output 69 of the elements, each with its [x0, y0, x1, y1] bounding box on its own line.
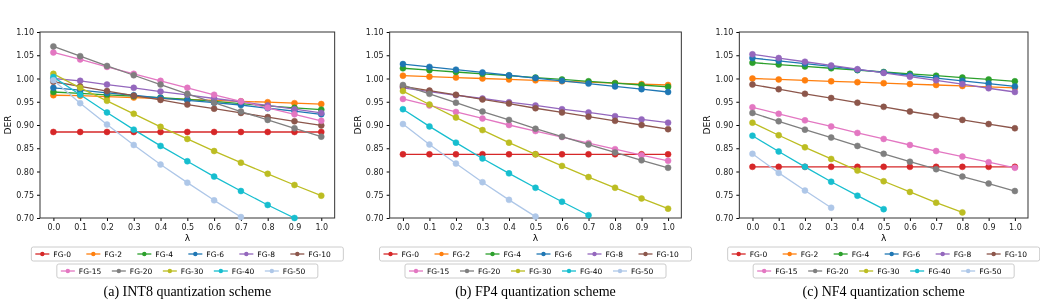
y-tick-label: 1.00: [365, 74, 384, 84]
x-tick-label: 0.2: [799, 222, 812, 232]
y-tick-label: 1.10: [365, 28, 384, 38]
y-tick-label: 0.95: [365, 97, 384, 107]
y-tick-label: 0.95: [16, 97, 34, 107]
y-tick-label: 1.00: [16, 74, 34, 84]
y-tick-label: 0.85: [365, 144, 384, 154]
x-tick-label: 0.0: [47, 222, 61, 232]
y-tick-label: 1.05: [16, 51, 34, 61]
y-tick-label: 0.70: [365, 214, 384, 224]
y-axis-title: DER: [3, 115, 13, 135]
x-tick-label: 0.9: [982, 222, 996, 232]
text: (c) NF4 quantization scheme: [802, 284, 965, 300]
x-tick-label: 0.9: [635, 222, 649, 232]
y-tick-label: 0.75: [16, 190, 34, 200]
x-tick-label: 0.5: [529, 222, 543, 232]
y-tick-label: 0.90: [365, 121, 384, 131]
y-tick-label: 1.05: [715, 51, 734, 61]
x-tick-label: 1.0: [315, 222, 329, 232]
y-axis-title: DER: [702, 115, 713, 135]
y-tick-label: 0.75: [715, 190, 734, 200]
y-tick-label: 0.80: [16, 167, 34, 177]
x-tick-label: 0.7: [930, 222, 944, 232]
x-tick-label: 0.8: [609, 222, 622, 232]
y-tick-label: 0.70: [16, 214, 34, 224]
x-tick-label: 0.5: [181, 222, 195, 232]
y-tick-label: 0.95: [715, 97, 734, 107]
x-tick-label: 0.6: [208, 222, 221, 232]
x-tick-label: 0.4: [503, 222, 516, 232]
y-tick-label: 0.90: [16, 121, 34, 131]
y-tick-label: 1.10: [715, 28, 734, 38]
x-tick-label: 0.8: [261, 222, 275, 232]
y-tick-label: 1.05: [365, 51, 384, 61]
text: (a) INT8 quantization scheme: [103, 284, 272, 300]
y-tick-label: 1.00: [715, 74, 734, 84]
y-tick-label: 0.85: [715, 144, 734, 154]
x-tick-label: 0.4: [851, 222, 865, 232]
y-tick-label: 0.75: [365, 190, 384, 200]
x-tick-label: 0.4: [154, 222, 168, 232]
x-tick-label: 0.2: [101, 222, 114, 232]
x-tick-label: 0.2: [450, 222, 463, 232]
x-axis-title: λ: [184, 233, 191, 243]
x-tick-label: 0.6: [904, 222, 917, 232]
x-tick-label: 0.7: [582, 222, 596, 232]
y-tick-label: 0.80: [365, 167, 384, 177]
y-tick-label: 0.90: [715, 121, 734, 131]
x-tick-label: 0.3: [476, 222, 490, 232]
x-tick-label: 0.1: [74, 222, 88, 232]
y-tick-label: 0.85: [16, 144, 34, 154]
text: (b) FP4 quantization scheme: [455, 284, 616, 300]
x-tick-label: 0.5: [877, 222, 891, 232]
x-axis-title: λ: [881, 233, 887, 243]
x-tick-label: 0.3: [825, 222, 839, 232]
x-tick-label: 0.0: [746, 222, 760, 232]
y-axis-title: DER: [352, 115, 363, 135]
x-tick-label: 0.6: [556, 222, 569, 232]
x-tick-label: 1.0: [1009, 222, 1022, 232]
x-tick-label: 0.8: [956, 222, 970, 232]
y-tick-label: 1.10: [16, 28, 34, 38]
x-tick-label: 0.7: [235, 222, 248, 232]
x-tick-label: 1.0: [662, 222, 675, 232]
y-tick-label: 0.70: [715, 214, 734, 224]
y-tick-label: 0.80: [715, 167, 734, 177]
x-axis-title: λ: [532, 233, 539, 243]
x-tick-label: 0.9: [288, 222, 302, 232]
x-tick-label: 0.1: [772, 222, 786, 232]
x-tick-label: 0.3: [127, 222, 141, 232]
x-tick-label: 0.1: [423, 222, 437, 232]
x-tick-label: 0.0: [397, 222, 410, 232]
